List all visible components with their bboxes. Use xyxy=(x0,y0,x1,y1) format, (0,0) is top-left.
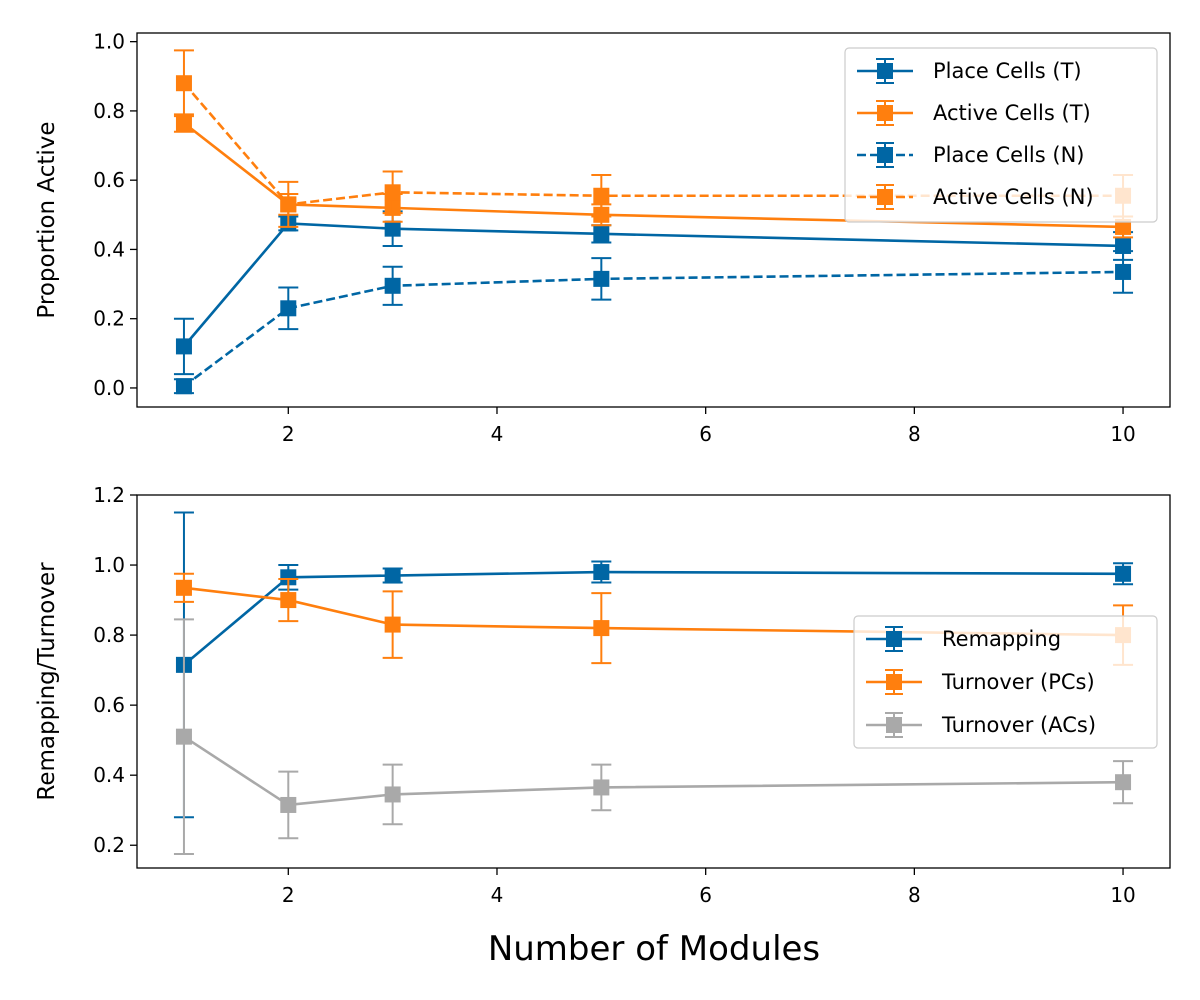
legend-label: Place Cells (T) xyxy=(933,59,1082,83)
data-point xyxy=(384,786,401,803)
data-point xyxy=(280,196,297,213)
data-point xyxy=(593,620,610,637)
y-tick-label: 0.2 xyxy=(93,307,125,331)
series xyxy=(173,250,1134,395)
data-point xyxy=(175,378,192,395)
legend-marker xyxy=(877,189,893,205)
y-tick-label: 0.0 xyxy=(93,376,125,400)
legend-label: Active Cells (T) xyxy=(933,101,1091,125)
data-point xyxy=(384,220,401,237)
data-point xyxy=(384,567,401,584)
legend-label: Place Cells (N) xyxy=(933,143,1084,167)
y-tick-label: 1.0 xyxy=(93,553,125,577)
legend-marker xyxy=(877,63,893,79)
data-point xyxy=(1115,218,1132,235)
data-point xyxy=(593,187,610,204)
data-point xyxy=(175,728,192,745)
legend-marker xyxy=(886,717,902,733)
data-point xyxy=(1115,237,1132,254)
data-point xyxy=(593,564,610,581)
legend: Place Cells (T) Active Cells (T) Place Cel… xyxy=(844,47,1158,223)
y-tick-label: 0.4 xyxy=(93,763,125,787)
legend-box xyxy=(853,615,1158,749)
x-tick-label: 2 xyxy=(282,422,295,446)
y-tick-label: 1.0 xyxy=(93,30,125,54)
data-point xyxy=(280,300,297,317)
y-axis-title: Proportion Active xyxy=(34,121,60,318)
axes-frame xyxy=(136,494,1171,869)
legend-item: Turnover (PCs) xyxy=(866,669,1095,695)
data-point xyxy=(593,779,610,796)
legend-item: Place Cells (T) xyxy=(857,58,1082,84)
data-point xyxy=(384,616,401,633)
x-tick-label: 4 xyxy=(491,422,504,446)
legend-item: Active Cells (T) xyxy=(857,100,1091,126)
data-point xyxy=(1115,565,1132,582)
y-tick-label: 0.6 xyxy=(93,168,125,192)
y-tick-label: 0.6 xyxy=(93,693,125,717)
data-point xyxy=(175,115,192,132)
legend-item: Place Cells (N) xyxy=(857,142,1084,168)
y-tick-label: 0.8 xyxy=(93,99,125,123)
legend-box xyxy=(844,47,1158,223)
legend-marker xyxy=(886,631,902,647)
data-point xyxy=(1115,774,1132,791)
legend-item: Active Cells (N) xyxy=(857,184,1094,210)
legend: Remapping Turnover (PCs) Turnover (ACs) xyxy=(853,615,1158,749)
data-point xyxy=(1115,263,1132,280)
y-tick-label: 0.2 xyxy=(93,833,125,857)
y-axis-title: Remapping/Turnover xyxy=(34,562,60,801)
series xyxy=(173,618,1134,855)
y-tick-label: 0.4 xyxy=(93,237,125,261)
legend-label: Turnover (PCs) xyxy=(941,670,1095,694)
x-tick-label: 8 xyxy=(908,883,921,907)
data-point xyxy=(593,270,610,287)
y-tick-label: 0.8 xyxy=(93,623,125,647)
legend-label: Active Cells (N) xyxy=(933,185,1094,209)
x-tick-label: 2 xyxy=(282,883,295,907)
data-point xyxy=(175,579,192,596)
x-tick-label: 10 xyxy=(1110,883,1135,907)
data-point xyxy=(280,592,297,609)
x-tick-label: 4 xyxy=(491,883,504,907)
y-tick-label: 1.2 xyxy=(93,483,125,507)
data-point xyxy=(384,277,401,294)
axes-frame xyxy=(136,32,1171,408)
legend-item: Remapping xyxy=(866,626,1061,652)
data-point xyxy=(384,184,401,201)
data-point xyxy=(280,796,297,813)
legend-marker xyxy=(877,147,893,163)
data-point xyxy=(175,75,192,92)
x-tick-label: 6 xyxy=(699,422,712,446)
x-tick-label: 8 xyxy=(908,422,921,446)
data-point xyxy=(175,338,192,355)
legend-item: Turnover (ACs) xyxy=(866,712,1096,738)
data-point xyxy=(593,225,610,242)
legend-marker xyxy=(886,674,902,690)
legend-label: Turnover (ACs) xyxy=(941,713,1096,737)
legend-label: Remapping xyxy=(942,627,1061,651)
series xyxy=(173,210,1134,376)
proportion-active-panel: 2 4 6 8 10 0.0 0.2 0.4 0.6 0.8 1.0 Proportion Activ… xyxy=(34,30,1171,446)
x-axis-title: Number of Modules xyxy=(488,929,820,969)
x-tick-label: 10 xyxy=(1110,422,1135,446)
legend-marker xyxy=(877,105,893,121)
data-point xyxy=(280,569,297,586)
remapping-turnover-panel: 2 4 6 8 10 0.2 0.4 0.6 0.8 1.0 1.2 Remapping/Turnov… xyxy=(34,483,1171,907)
plot-area xyxy=(173,511,1134,855)
x-tick-label: 6 xyxy=(699,883,712,907)
